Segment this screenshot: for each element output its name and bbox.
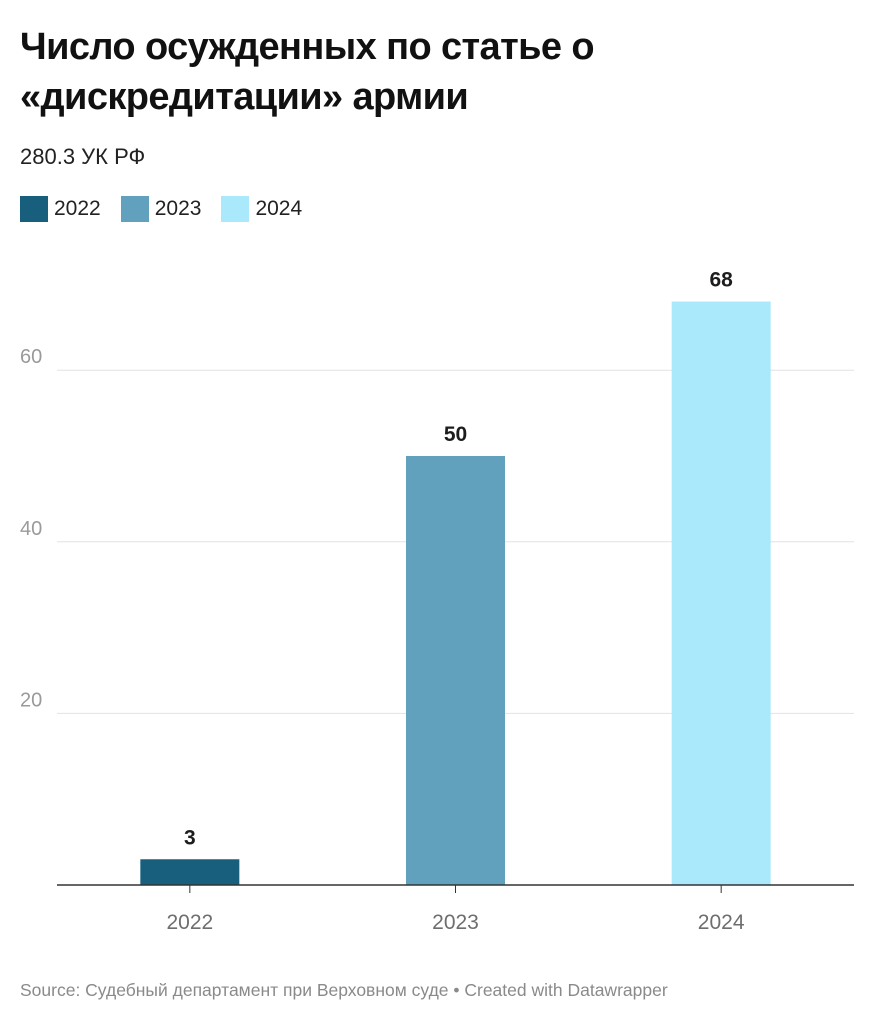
legend-label: 2022 xyxy=(54,197,101,220)
y-tick-label: 40 xyxy=(20,518,42,540)
x-tick-label: 2022 xyxy=(166,911,213,934)
bar-value-label: 68 xyxy=(709,269,733,292)
y-tick-label: 20 xyxy=(20,689,42,711)
x-tick-label: 2023 xyxy=(432,911,479,934)
bar-value-label: 3 xyxy=(184,826,196,849)
chart-subtitle: 280.3 УК РФ xyxy=(20,144,146,169)
source-note: Source: Судебный департамент при Верховн… xyxy=(20,980,668,1000)
bar xyxy=(671,301,771,885)
legend-swatch xyxy=(120,196,149,222)
legend-label: 2023 xyxy=(154,197,202,220)
legend-swatch xyxy=(221,196,250,222)
bar xyxy=(406,456,505,885)
legend-swatch xyxy=(20,196,48,222)
legend-item-2022: 2022 xyxy=(20,196,101,222)
y-tick-label: 60 xyxy=(20,346,42,368)
x-tick-label: 2024 xyxy=(698,911,745,934)
bar xyxy=(140,859,240,885)
chart-title: Число осужденных по статье о «дискредита… xyxy=(20,26,595,118)
legend-item-2023: 2023 xyxy=(120,196,202,222)
legend: 2022 2023 2024 xyxy=(20,196,322,222)
legend-label: 2024 xyxy=(255,197,303,220)
bar-chart: 20 40 60 3 2022 50 2023 68 2024 xyxy=(20,269,854,934)
bar-value-label: 50 xyxy=(444,423,467,446)
legend-item-2024: 2024 xyxy=(221,196,302,222)
